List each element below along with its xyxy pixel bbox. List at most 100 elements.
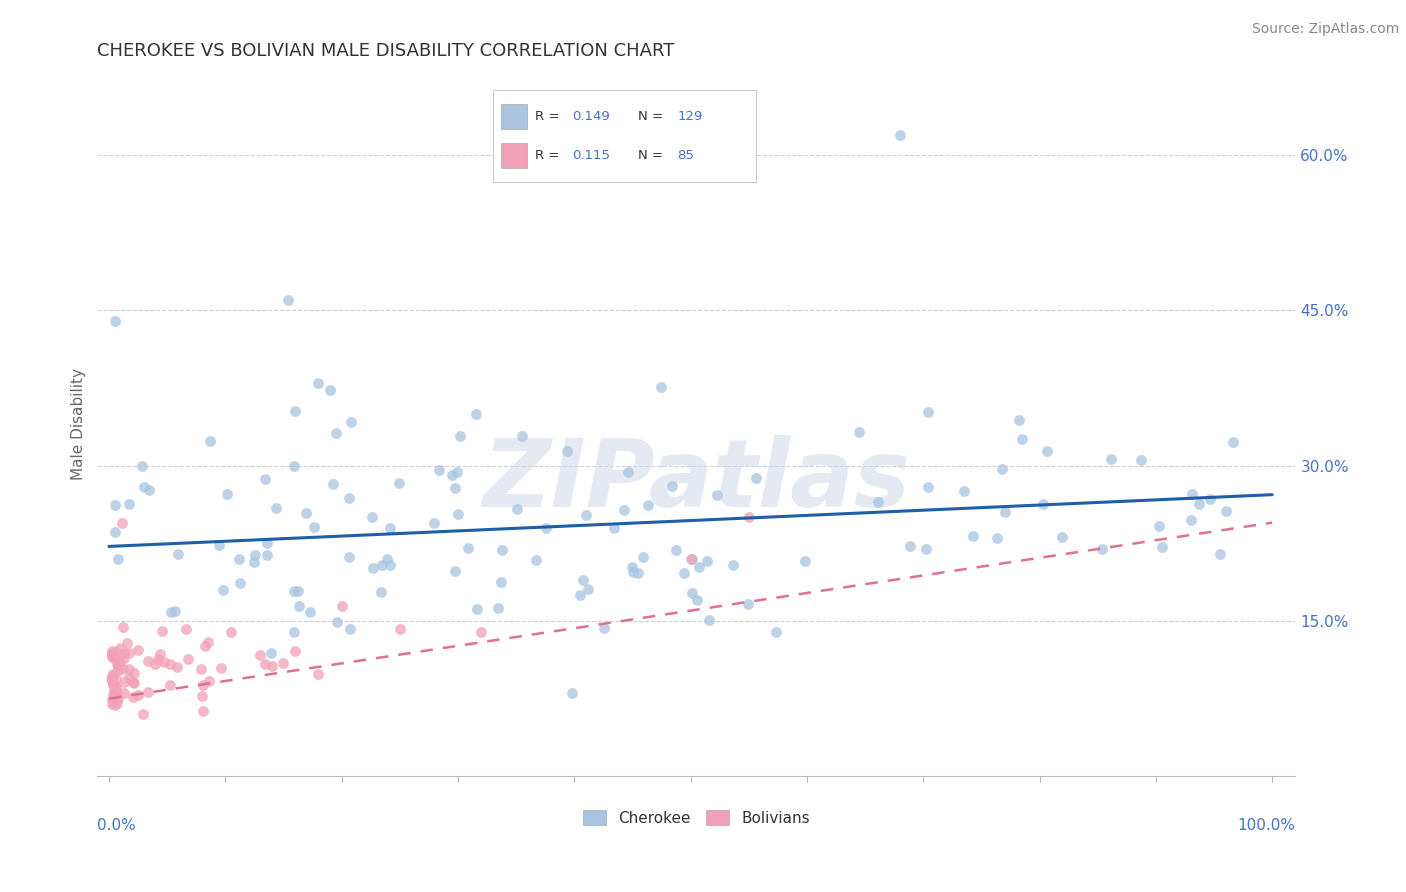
Point xyxy=(627,566,650,580)
Point xyxy=(288,599,311,613)
Point xyxy=(228,552,250,566)
Point xyxy=(105,672,128,686)
Point xyxy=(339,415,361,429)
Point xyxy=(465,602,488,616)
Point xyxy=(486,601,509,615)
Point xyxy=(322,477,344,491)
Point xyxy=(212,582,235,597)
Point xyxy=(249,648,271,662)
Point xyxy=(524,553,547,567)
Point xyxy=(260,659,283,673)
Point xyxy=(457,541,479,555)
Point xyxy=(105,645,128,659)
Point xyxy=(111,620,134,634)
Point xyxy=(738,510,761,524)
Point xyxy=(986,531,1008,545)
Point xyxy=(696,554,718,568)
Point xyxy=(1032,497,1054,511)
Point xyxy=(107,552,129,566)
Point xyxy=(111,516,134,530)
Point xyxy=(1152,540,1174,554)
Point xyxy=(149,647,172,661)
Point xyxy=(103,683,125,698)
Point xyxy=(298,605,321,619)
Point xyxy=(375,552,398,566)
Point xyxy=(952,484,974,499)
Text: ZIPatlas: ZIPatlas xyxy=(482,434,911,526)
Point xyxy=(103,666,125,681)
Point xyxy=(613,502,636,516)
Point xyxy=(101,644,124,658)
Point xyxy=(112,646,135,660)
Text: 100.0%: 100.0% xyxy=(1237,819,1295,833)
Point xyxy=(131,458,153,473)
Point xyxy=(1222,434,1244,449)
Point xyxy=(101,692,124,706)
Point xyxy=(112,662,135,676)
Point xyxy=(159,657,181,672)
Point xyxy=(118,671,141,685)
Point xyxy=(440,467,463,482)
Point xyxy=(672,566,695,580)
Point xyxy=(489,575,512,590)
Point xyxy=(159,678,181,692)
Point xyxy=(160,605,183,619)
Point xyxy=(603,521,626,535)
Point xyxy=(555,444,578,458)
Point xyxy=(104,691,127,706)
Point xyxy=(915,542,938,557)
Point xyxy=(793,554,815,568)
Point xyxy=(283,583,305,598)
Point xyxy=(107,663,129,677)
Point xyxy=(388,622,411,636)
Point xyxy=(737,597,759,611)
Point xyxy=(166,547,188,561)
Point xyxy=(745,471,768,485)
Point xyxy=(117,497,139,511)
Point xyxy=(295,506,318,520)
Point xyxy=(105,687,128,701)
Point xyxy=(194,639,217,653)
Point xyxy=(1011,432,1033,446)
Point xyxy=(326,615,349,629)
Point xyxy=(277,293,299,307)
Point xyxy=(131,707,153,722)
Point xyxy=(665,543,688,558)
Point xyxy=(112,650,135,665)
Point xyxy=(721,558,744,573)
Point xyxy=(1199,491,1222,506)
Point xyxy=(115,636,138,650)
Point xyxy=(283,458,305,473)
Point xyxy=(112,675,135,690)
Point xyxy=(191,678,214,692)
Point xyxy=(387,475,409,490)
Point xyxy=(101,673,124,687)
Point xyxy=(104,680,127,694)
Point xyxy=(370,585,392,599)
Point xyxy=(127,688,149,702)
Point xyxy=(215,487,238,501)
Point xyxy=(681,585,703,599)
Point xyxy=(378,521,401,535)
Point xyxy=(136,654,159,668)
Point xyxy=(190,661,212,675)
Point xyxy=(534,521,557,535)
Point xyxy=(150,624,173,639)
Point xyxy=(446,465,468,479)
Point xyxy=(108,641,131,656)
Point xyxy=(122,676,145,690)
Point xyxy=(104,525,127,540)
Point xyxy=(307,376,329,390)
Legend: Cherokee, Bolivians: Cherokee, Bolivians xyxy=(576,804,815,832)
Point xyxy=(134,480,156,494)
Point xyxy=(491,543,513,558)
Point xyxy=(371,558,394,573)
Point xyxy=(866,495,889,509)
Point xyxy=(506,501,529,516)
Point xyxy=(444,482,467,496)
Point xyxy=(136,685,159,699)
Point xyxy=(107,690,129,705)
Point xyxy=(510,429,533,443)
Point xyxy=(650,380,672,394)
Point xyxy=(765,625,787,640)
